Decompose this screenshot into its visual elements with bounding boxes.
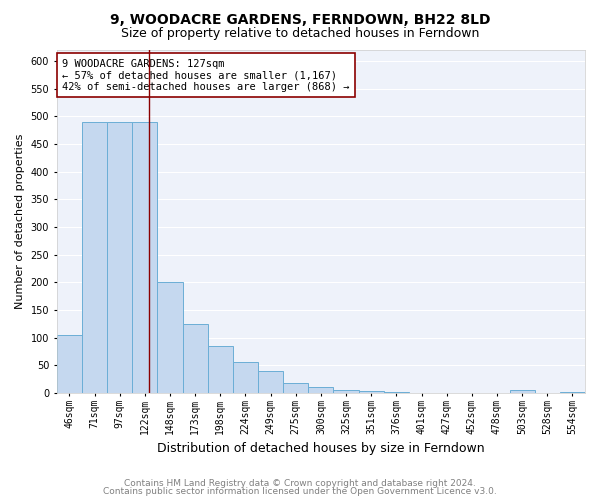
Text: Contains HM Land Registry data © Crown copyright and database right 2024.: Contains HM Land Registry data © Crown c…: [124, 478, 476, 488]
Bar: [82, 122, 107, 393]
Text: 9 WOODACRE GARDENS: 127sqm
← 57% of detached houses are smaller (1,167)
42% of s: 9 WOODACRE GARDENS: 127sqm ← 57% of deta…: [62, 58, 350, 92]
Bar: [334, 390, 359, 393]
Text: 9, WOODACRE GARDENS, FERNDOWN, BH22 8LD: 9, WOODACRE GARDENS, FERNDOWN, BH22 8LD: [110, 12, 490, 26]
Text: Contains public sector information licensed under the Open Government Licence v3: Contains public sector information licen…: [103, 487, 497, 496]
Bar: [283, 384, 308, 393]
Y-axis label: Number of detached properties: Number of detached properties: [15, 134, 25, 309]
Bar: [208, 346, 233, 393]
Bar: [233, 362, 258, 393]
Text: Size of property relative to detached houses in Ferndown: Size of property relative to detached ho…: [121, 28, 479, 40]
Bar: [560, 392, 585, 393]
Bar: [258, 370, 283, 393]
Bar: [509, 390, 535, 393]
Bar: [157, 282, 182, 393]
Bar: [57, 335, 82, 393]
Bar: [359, 390, 384, 393]
Bar: [182, 324, 208, 393]
X-axis label: Distribution of detached houses by size in Ferndown: Distribution of detached houses by size …: [157, 442, 485, 455]
Bar: [107, 122, 132, 393]
Bar: [308, 388, 334, 393]
Bar: [384, 392, 409, 393]
Bar: [132, 122, 157, 393]
